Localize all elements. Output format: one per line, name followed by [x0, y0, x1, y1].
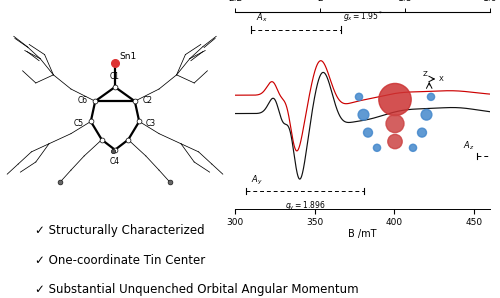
Text: C1: C1 — [110, 72, 120, 81]
Text: $A_x$: $A_x$ — [256, 12, 268, 24]
Text: C5: C5 — [74, 119, 84, 128]
X-axis label: B /mT: B /mT — [348, 229, 377, 239]
Circle shape — [358, 109, 369, 120]
Text: C6: C6 — [78, 96, 88, 105]
Circle shape — [364, 128, 372, 137]
Text: C3: C3 — [146, 119, 156, 128]
Text: ✓ Structurally Characterized: ✓ Structurally Characterized — [35, 224, 204, 238]
Text: ✓ Substantial Unquenched Orbital Angular Momentum: ✓ Substantial Unquenched Orbital Angular… — [35, 283, 358, 296]
Circle shape — [386, 115, 404, 133]
Text: ✓ One-coordinate Tin Center: ✓ One-coordinate Tin Center — [35, 254, 205, 267]
Circle shape — [418, 128, 426, 137]
Text: Z: Z — [422, 71, 428, 77]
Text: $g_y = 1.896$: $g_y = 1.896$ — [285, 199, 326, 212]
Circle shape — [356, 93, 362, 100]
Text: Sn1: Sn1 — [119, 52, 136, 61]
Circle shape — [410, 144, 416, 151]
Text: X: X — [439, 76, 444, 82]
Circle shape — [374, 144, 380, 151]
Text: $A_z$: $A_z$ — [462, 140, 474, 152]
Circle shape — [388, 134, 402, 149]
Text: $A_y$: $A_y$ — [251, 174, 262, 187]
Circle shape — [379, 83, 411, 116]
Text: C4: C4 — [110, 157, 120, 166]
Text: C2: C2 — [142, 96, 152, 105]
Text: $g_x = 1.95^*$: $g_x = 1.95^*$ — [343, 10, 383, 24]
Circle shape — [428, 93, 434, 100]
Circle shape — [421, 109, 432, 120]
